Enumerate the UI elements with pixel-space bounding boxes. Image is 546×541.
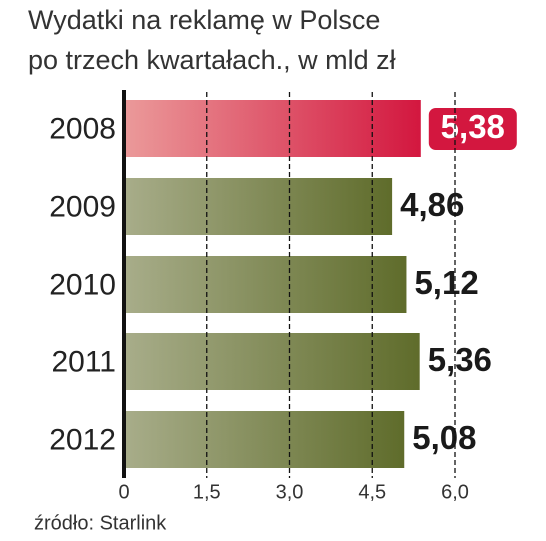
x-tick-label: 0 — [118, 481, 129, 503]
y-tick-label: 2012 — [49, 423, 116, 456]
value-label: 5,36 — [428, 341, 492, 378]
y-tick-label: 2010 — [49, 268, 116, 301]
y-tick-label: 2009 — [49, 190, 116, 223]
bar — [124, 178, 393, 235]
value-label-box — [428, 108, 517, 150]
value-label: 5,08 — [412, 419, 476, 456]
y-tick-label: 2008 — [49, 112, 116, 145]
x-tick-label: 4,5 — [358, 481, 386, 503]
value-label: 5,12 — [414, 264, 478, 301]
bar — [124, 100, 421, 157]
chart-title: Wydatki na reklamę w Polsce — [28, 5, 380, 35]
bar — [124, 333, 420, 390]
value-label: 5,38 — [441, 108, 505, 145]
source: źródło: Starlink — [34, 512, 167, 534]
y-tick-label: 2011 — [51, 345, 116, 378]
bar — [124, 411, 405, 468]
x-tick-label: 6,0 — [441, 481, 469, 503]
x-tick-label: 1,5 — [193, 481, 221, 503]
value-label: 4,86 — [400, 186, 464, 223]
chart-title: po trzech kwartałach., w mld zł — [28, 45, 396, 75]
bar — [124, 256, 407, 313]
x-tick-label: 3,0 — [276, 481, 304, 503]
